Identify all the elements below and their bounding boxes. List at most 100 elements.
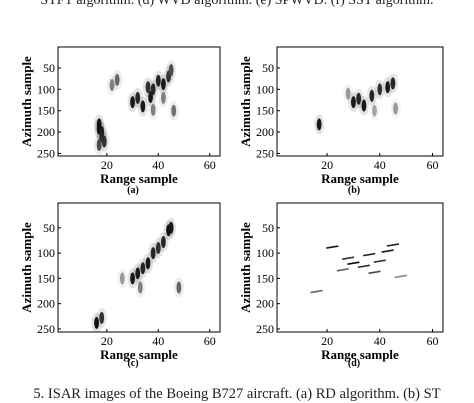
x-tick-label: 60	[426, 158, 438, 172]
scatterer-halo	[348, 92, 359, 113]
panel-b: 20 40 60 50 100 150 200 250 Range sample Azimuth …	[238, 46, 444, 196]
plot-frame	[57, 202, 221, 333]
image-marks	[94, 60, 179, 155]
scatterer-halo	[91, 312, 102, 332]
y-tick-label: 250	[256, 146, 274, 160]
x-tick-label: 20	[321, 158, 333, 172]
scatterer-mark	[390, 77, 396, 90]
scatterer-halo	[158, 231, 169, 252]
y-tick-label: 50	[262, 221, 274, 235]
y-tick-label: 250	[37, 322, 55, 336]
scatterer-mark	[176, 281, 182, 294]
scatterer-mark	[101, 135, 107, 148]
scatterer-mark	[386, 243, 400, 247]
scatterer-mark	[96, 138, 102, 151]
scatterer-halo	[135, 277, 146, 298]
x-tick-label: 40	[374, 334, 386, 348]
scatterer-mark	[119, 272, 125, 285]
scatterer-halo	[117, 268, 128, 289]
scatterer-mark	[135, 267, 141, 280]
scatterer-halo	[158, 87, 169, 108]
image-marks	[91, 217, 184, 332]
scatterer-mark	[393, 102, 398, 115]
x-tick-label: 20	[101, 334, 113, 348]
scatterer-halo	[107, 75, 117, 96]
scatterer-mark	[94, 316, 99, 329]
x-tick-label: 60	[426, 334, 438, 348]
scatterer-mark	[373, 259, 386, 263]
y-tick-label: 200	[256, 125, 274, 139]
scatterer-halo	[143, 77, 153, 98]
y-tick-label: 200	[256, 297, 274, 311]
scatterer-mark	[109, 79, 115, 92]
scatterer-mark	[310, 289, 323, 294]
scatterer-mark	[368, 270, 381, 275]
scatterer-mark	[99, 311, 105, 324]
scatterer-mark	[150, 247, 156, 260]
x-axis-label: Range sample	[100, 171, 178, 186]
scatterer-mark	[114, 73, 120, 86]
scatterer-halo	[166, 60, 177, 81]
x-axis-label: Range sample	[100, 347, 178, 362]
scatterer-mark	[347, 261, 360, 266]
scatterer-halo	[94, 134, 105, 155]
scatterer-halo	[153, 238, 164, 259]
y-tick-label: 50	[262, 61, 274, 75]
scatterer-halo	[137, 96, 148, 117]
y-tick-label: 50	[43, 221, 55, 235]
x-tick-label: 60	[204, 334, 216, 348]
scatterer-mark	[342, 256, 355, 260]
y-tick-label: 150	[256, 104, 274, 118]
scatterer-halo	[158, 74, 169, 95]
scatterer-halo	[382, 77, 393, 98]
x-axis-label: Range sample	[321, 347, 399, 362]
scatterer-halo	[127, 268, 138, 289]
scatterer-mark	[326, 245, 339, 249]
scatterer-halo	[148, 243, 159, 264]
x-tick-label: 40	[152, 334, 164, 348]
y-tick-label: 250	[37, 146, 55, 160]
y-axis-label: Azimuth sample	[238, 56, 253, 147]
scatterer-mark	[381, 249, 394, 253]
x-tick-label: 20	[321, 334, 333, 348]
scatterer-halo	[132, 87, 143, 108]
scatterer-mark	[135, 91, 141, 104]
panel-label: (b)	[348, 185, 360, 196]
scatterer-halo	[358, 95, 369, 116]
image-marks	[310, 243, 407, 294]
scatterer-mark	[372, 104, 377, 117]
scatterer-mark	[171, 104, 177, 117]
scatterer-mark	[137, 281, 143, 294]
y-tick-label: 100	[37, 82, 55, 96]
scatterer-mark	[345, 87, 351, 100]
figure-caption-bottom: 5. ISAR images of the Boeing B727 aircra…	[33, 386, 441, 402]
scatterer-mark	[161, 91, 166, 104]
scatterer-halo	[343, 83, 354, 104]
panel-d: 20 40 60 50 100 150 200 250 Range sample Azimuth …	[238, 202, 444, 369]
image-marks	[314, 73, 401, 135]
scatterer-halo	[387, 73, 398, 94]
scatterer-halo	[96, 307, 107, 328]
x-tick-label: 60	[204, 158, 216, 172]
panel-a: 20 40 60 50 100 150 200 250 Range sample Azimuth …	[19, 46, 221, 196]
scatterer-halo	[168, 100, 179, 121]
scatterer-mark	[357, 264, 371, 269]
scatterer-mark	[377, 83, 383, 96]
scatterer-halo	[132, 263, 143, 284]
y-tick-label: 100	[256, 246, 274, 260]
panel-c: 20 40 60 50 100 150 200 250 Range sample Azimuth …	[19, 202, 221, 369]
y-axis-label: Azimuth sample	[238, 222, 253, 313]
scatterer-halo	[153, 70, 164, 91]
scatterer-halo	[137, 258, 148, 279]
y-tick-label: 200	[37, 297, 55, 311]
scatterer-mark	[145, 257, 151, 270]
scatterer-halo	[374, 79, 385, 100]
scatterer-halo	[99, 131, 110, 152]
panel-label: (a)	[127, 185, 139, 196]
scatterer-halo	[127, 92, 138, 113]
scatterer-mark	[150, 83, 156, 96]
panel-label: (d)	[348, 358, 360, 369]
scatterer-halo	[369, 100, 380, 121]
y-tick-label: 100	[37, 246, 55, 260]
